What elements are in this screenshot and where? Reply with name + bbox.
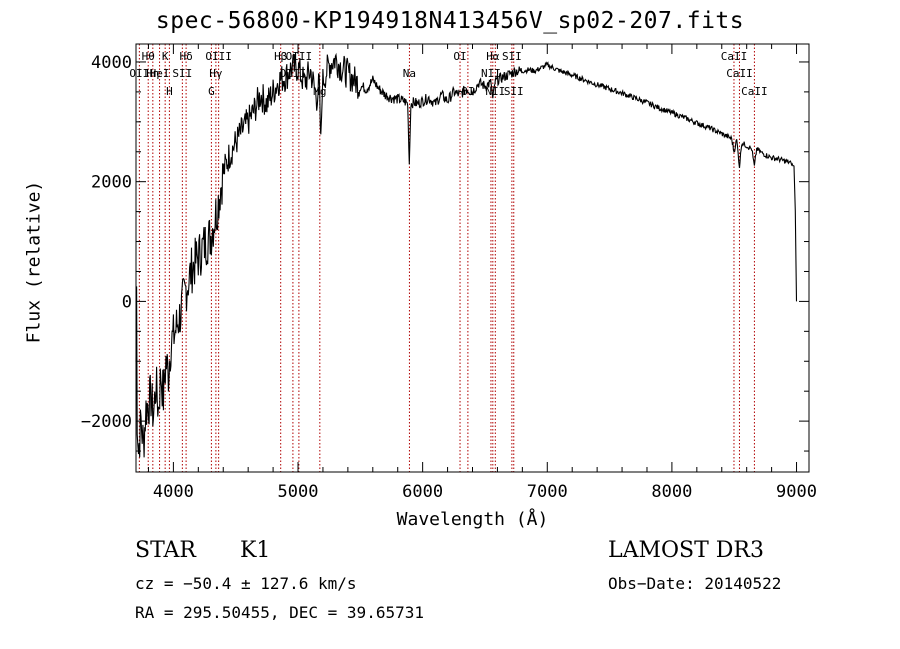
line-label-5: HeI bbox=[150, 67, 170, 80]
line-label-6: SII bbox=[172, 67, 192, 80]
y-tick-label-2: 2000 bbox=[91, 173, 132, 193]
x-tick-label-3: 7000 bbox=[527, 482, 568, 502]
redshift-velocity: cz = −50.4 ± 127.6 km/s bbox=[135, 574, 357, 593]
line-label-20: NII bbox=[485, 85, 505, 98]
line-label-16: OI bbox=[453, 50, 466, 63]
line-label-25: CaII bbox=[741, 85, 768, 98]
coordinates: RA = 295.50455, DEC = 39.65731 bbox=[135, 603, 424, 622]
line-label-3: K bbox=[162, 50, 169, 63]
line-label-13: OIII bbox=[286, 50, 313, 63]
axis-ticks: 4000 5000 6000 7000 8000 9000 −2000 0 2000 4000 bbox=[81, 44, 817, 502]
plot-frame bbox=[135, 43, 810, 473]
y-tick-label-1: 0 bbox=[122, 292, 132, 312]
x-tick-label-5: 9000 bbox=[776, 482, 817, 502]
y-axis-label: Flux (relative) bbox=[23, 180, 45, 344]
line-label-11: Hβ bbox=[274, 50, 288, 63]
object-class: STAR bbox=[135, 538, 196, 563]
chart-title: spec-56800-KP194918N413456V_sp02-207.fit… bbox=[155, 8, 745, 34]
line-label-4: H bbox=[166, 85, 173, 98]
spectrum-line bbox=[135, 52, 798, 458]
line-label-2: Hη bbox=[146, 67, 159, 80]
line-label-19: Hα bbox=[486, 50, 500, 63]
line-label-21: SII bbox=[502, 50, 522, 63]
line-label-8: Hγ bbox=[209, 67, 223, 80]
line-label-9: OIII bbox=[205, 50, 232, 63]
line-label-22: SII bbox=[504, 85, 524, 98]
line-label-15: Na bbox=[403, 67, 416, 80]
x-axis-label: Wavelength (Å) bbox=[396, 509, 549, 530]
object-subclass: K1 bbox=[240, 538, 271, 563]
y-tick-label-0: −2000 bbox=[81, 412, 132, 432]
survey-name: LAMOST DR3 bbox=[608, 538, 764, 563]
line-label-7: Hδ bbox=[179, 50, 192, 63]
x-tick-label-2: 6000 bbox=[402, 482, 443, 502]
observation-date: Obs−Date: 20140522 bbox=[608, 574, 782, 593]
x-tick-label-1: 5000 bbox=[278, 482, 319, 502]
line-markers bbox=[138, 44, 755, 472]
line-label-18: NII bbox=[481, 67, 501, 80]
x-tick-label-4: 8000 bbox=[651, 482, 692, 502]
line-label-0: OII bbox=[129, 67, 149, 80]
line-label-23: CaII bbox=[721, 50, 748, 63]
line-label-10: G bbox=[208, 85, 215, 98]
line-label-24: CaII bbox=[726, 67, 753, 80]
line-label-1: Hθ bbox=[142, 50, 155, 63]
y-tick-label-3: 4000 bbox=[91, 53, 132, 73]
x-tick-label-0: 4000 bbox=[153, 482, 194, 502]
